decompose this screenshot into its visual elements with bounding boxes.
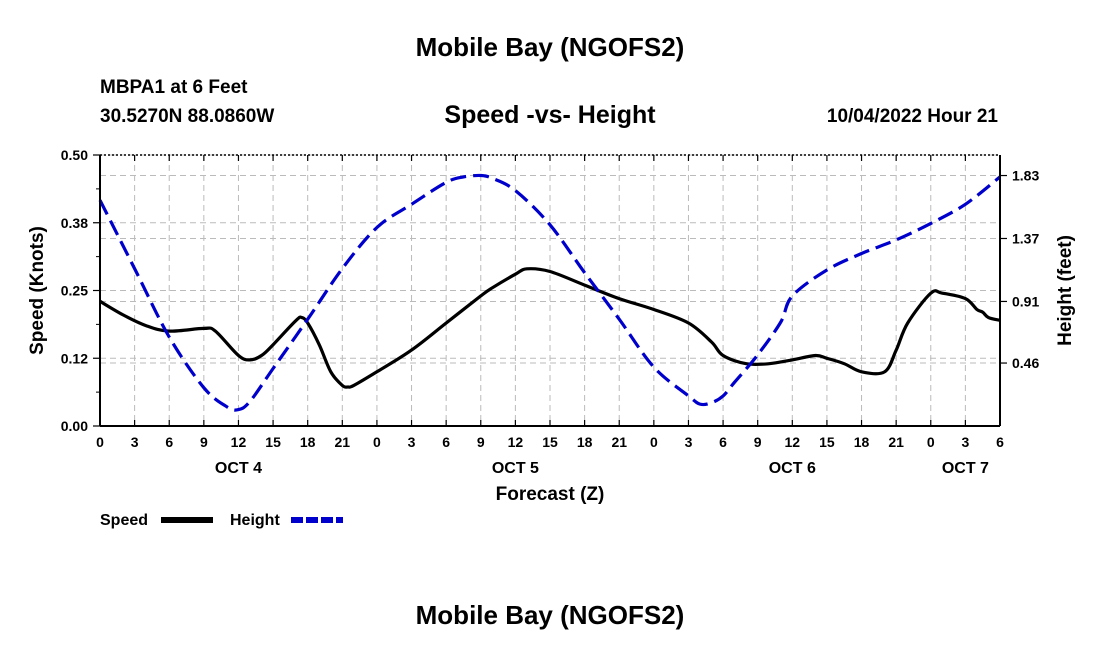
- y2-axis-label: Height (feet): [1055, 235, 1076, 346]
- x-tick-label: 21: [888, 434, 904, 450]
- coordinates-label: 30.5270N 88.0860W: [100, 106, 275, 127]
- x-tick-label: 3: [408, 434, 416, 450]
- x-tick-label: 18: [300, 434, 316, 450]
- x-tick-label: 0: [96, 434, 104, 450]
- y-tick-label: 0.00: [61, 418, 88, 434]
- x-tick-label: 9: [754, 434, 762, 450]
- x-axis-label: Forecast (Z): [496, 484, 605, 505]
- x-tick-label: 15: [542, 434, 558, 450]
- x-tick-label: 6: [996, 434, 1004, 450]
- y-axis-label: Speed (Knots): [27, 226, 48, 355]
- x-tick-label: 0: [373, 434, 381, 450]
- x-tick-label: 6: [719, 434, 727, 450]
- x-tick-label: 0: [650, 434, 658, 450]
- y2-tick-label: 0.46: [1012, 355, 1039, 371]
- x-tick-label: 9: [477, 434, 485, 450]
- chart-title: Mobile Bay (NGOFS2): [415, 32, 685, 62]
- day-label: OCT 6: [769, 460, 816, 477]
- forecast-timestamp: 10/04/2022 Hour 21: [826, 106, 998, 127]
- legend: Speed Height: [100, 512, 343, 529]
- x-tick-label: 6: [442, 434, 450, 450]
- x-tick-label: 3: [131, 434, 139, 450]
- x-tick-label: 3: [685, 434, 693, 450]
- x-tick-label: 18: [854, 434, 870, 450]
- x-tick-label: 21: [611, 434, 627, 450]
- x-tick-label: 15: [819, 434, 835, 450]
- x-tick-label: 6: [165, 434, 173, 450]
- grid: [99, 154, 1001, 427]
- chart-subtitle: Speed -vs- Height: [444, 101, 656, 129]
- legend-label-height: Height: [230, 512, 280, 529]
- series-line-height: [98, 173, 1001, 412]
- x-tick-label: 3: [961, 434, 969, 450]
- x-tick-label: 21: [335, 434, 351, 450]
- x-tick-label: 0: [927, 434, 935, 450]
- x-tick-label: 15: [265, 434, 281, 450]
- y-tick-label: 0.12: [61, 350, 88, 366]
- day-label: OCT 5: [492, 460, 539, 477]
- y2-tick-label: 1.83: [1012, 168, 1039, 184]
- series-line-speed: [99, 267, 1001, 389]
- day-label: OCT 4: [215, 460, 262, 477]
- x-tick-label: 12: [508, 434, 524, 450]
- x-tick-label: 9: [200, 434, 208, 450]
- y2-tick-label: 0.91: [1012, 293, 1039, 309]
- x-tick-label: 18: [577, 434, 593, 450]
- x-tick-label: 12: [785, 434, 801, 450]
- y-tick-label: 0.50: [61, 147, 88, 163]
- bottom-title: Mobile Bay (NGOFS2): [415, 600, 685, 630]
- x-tick-label: 12: [231, 434, 247, 450]
- day-label: OCT 7: [942, 460, 989, 477]
- y-tick-label: 0.25: [61, 283, 88, 299]
- station-label: MBPA1 at 6 Feet: [100, 77, 248, 98]
- legend-label-speed: Speed: [100, 512, 148, 529]
- y2-tick-label: 1.37: [1012, 230, 1039, 246]
- y-tick-label: 0.38: [61, 215, 88, 231]
